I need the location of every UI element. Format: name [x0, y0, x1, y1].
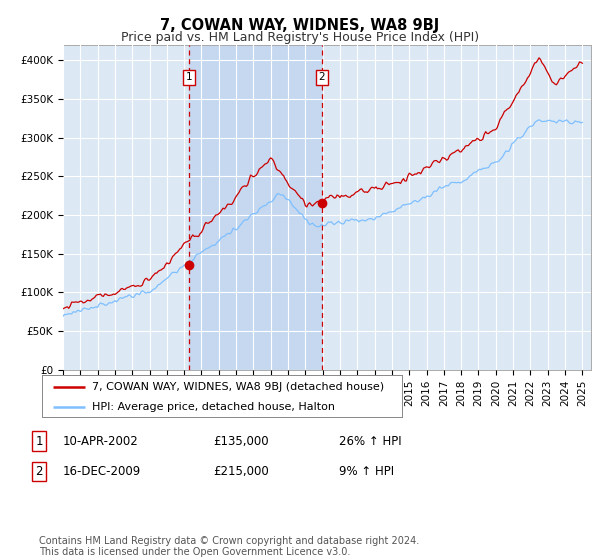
Text: 1: 1 — [35, 435, 43, 448]
Text: 10-APR-2002: 10-APR-2002 — [63, 435, 139, 448]
Text: 2: 2 — [35, 465, 43, 478]
Text: 7, COWAN WAY, WIDNES, WA8 9BJ (detached house): 7, COWAN WAY, WIDNES, WA8 9BJ (detached … — [92, 382, 385, 392]
Text: 26% ↑ HPI: 26% ↑ HPI — [339, 435, 401, 448]
Text: 7, COWAN WAY, WIDNES, WA8 9BJ: 7, COWAN WAY, WIDNES, WA8 9BJ — [160, 18, 440, 33]
Text: Contains HM Land Registry data © Crown copyright and database right 2024.
This d: Contains HM Land Registry data © Crown c… — [39, 535, 419, 557]
Text: 1: 1 — [185, 72, 192, 82]
Text: £215,000: £215,000 — [213, 465, 269, 478]
Text: £135,000: £135,000 — [213, 435, 269, 448]
Text: HPI: Average price, detached house, Halton: HPI: Average price, detached house, Halt… — [92, 402, 335, 412]
Bar — [189, 45, 322, 370]
Text: Price paid vs. HM Land Registry's House Price Index (HPI): Price paid vs. HM Land Registry's House … — [121, 31, 479, 44]
Text: 16-DEC-2009: 16-DEC-2009 — [63, 465, 141, 478]
Text: 2: 2 — [319, 72, 325, 82]
Text: 9% ↑ HPI: 9% ↑ HPI — [339, 465, 394, 478]
